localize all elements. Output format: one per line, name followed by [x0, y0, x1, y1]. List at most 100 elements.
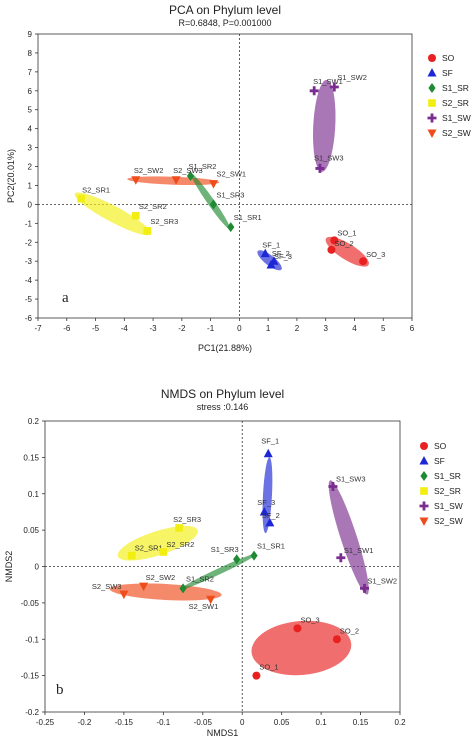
series-s1-sw: S1_SW3 S1_SW1 S1_SW2 — [328, 474, 397, 593]
x-tick-label: -0.1 — [156, 718, 170, 727]
point-label: SF_1 — [262, 241, 280, 250]
chart-title: NMDS on Phylum level — [161, 387, 284, 401]
chart-subtitle: stress :0.146 — [197, 402, 249, 412]
y-tick-label: -0.15 — [21, 672, 40, 681]
x-tick-label: -0.25 — [36, 718, 55, 727]
legend-marker-s2-sw — [427, 129, 437, 138]
data-point-s2-sw2 — [131, 176, 141, 185]
legend-label: S1_SW — [434, 501, 463, 511]
y-tick-label: -6 — [25, 314, 33, 323]
data-point-s1-sw2 — [360, 583, 369, 593]
data-point-sf-2 — [265, 517, 275, 527]
point-label: S2_SR1 — [135, 544, 163, 553]
point-label: S2_SW2 — [134, 166, 164, 175]
group-ellipse-s1-sw — [328, 480, 369, 595]
legend-label: SO — [442, 53, 455, 63]
point-label: S1_SW2 — [337, 73, 367, 82]
y-tick-label: 4 — [28, 125, 33, 134]
plot-frame — [37, 33, 413, 319]
data-point-so-2 — [327, 245, 336, 254]
point-label: S2_SW1 — [189, 602, 219, 611]
data-point-so-3 — [359, 257, 368, 266]
data-point-s1-sw1 — [336, 553, 346, 563]
data-point-s2-sr2 — [159, 548, 168, 556]
point-label: S1_SR1 — [234, 213, 262, 222]
legend-marker-s1-sr — [420, 471, 428, 481]
y-tick-label: 3 — [28, 144, 33, 153]
point-label: SF_2 — [272, 249, 290, 258]
data-point-sf-2 — [269, 256, 279, 265]
data-point-s1-sw2 — [329, 82, 339, 92]
series-s2-sw: S2_SW2 S2_SW3 S2_SW1 — [131, 166, 246, 189]
point-label: S2_SR2 — [166, 540, 194, 549]
data-point-s2-sr3 — [143, 227, 152, 235]
legend-label: SF — [434, 456, 445, 466]
group-ellipse-sf — [262, 457, 273, 534]
legend-marker-sf — [427, 68, 437, 77]
y-tick-label: -3 — [25, 257, 33, 266]
data-point-s2-sw3 — [119, 590, 129, 600]
x-tick-label: -0.15 — [115, 718, 134, 727]
data-point-s1-sw1 — [309, 86, 319, 96]
series-so: SO_1 SO_3 SO_2 — [252, 615, 359, 680]
data-point-s2-sw3 — [171, 176, 181, 185]
y-tick-label: 0.1 — [28, 490, 40, 499]
data-point-sf-3 — [259, 506, 269, 516]
y-tick-label: 0 — [28, 200, 33, 209]
group-ellipse-so — [325, 236, 369, 267]
point-label: S2_SR1 — [82, 186, 110, 195]
point-label: S1_SR3 — [216, 190, 244, 199]
series-so: SO_1 SO_2 SO_3 — [327, 228, 385, 266]
group-ellipse-s1-sr — [180, 553, 257, 590]
x-tick-label: -1 — [207, 324, 215, 333]
point-label: SF_2 — [262, 511, 280, 520]
point-label: S2_SW3 — [92, 582, 122, 591]
data-point-sf-1 — [260, 248, 270, 258]
legend-marker-s1-sw — [419, 501, 429, 511]
group-ellipse-so — [251, 620, 352, 676]
y-tick-label: -2 — [25, 238, 33, 247]
y-tick-label: 9 — [28, 30, 33, 39]
point-label: S1_SW3 — [336, 474, 366, 483]
y-tick-label: 1 — [28, 181, 33, 190]
point-label: S2_SR2 — [139, 202, 167, 211]
data-point-s2-sr1 — [127, 551, 136, 560]
data-point-s2-sr1 — [77, 194, 85, 203]
point-label: S1_SW3 — [314, 153, 344, 162]
series-s1-sr: S1_SR2 S1_SR3 S1_SR1 — [179, 542, 285, 594]
x-axis-label: NMDS1 — [207, 728, 239, 738]
y-axis-label: NMDS2 — [4, 551, 14, 583]
point-label: S1_SR3 — [211, 545, 239, 554]
y-tick-label: 0.2 — [28, 417, 40, 426]
x-tick-label: 2 — [295, 324, 300, 333]
point-label: S1_SR2 — [186, 574, 214, 583]
panel-label: a — [62, 290, 69, 306]
data-point-so-1 — [330, 236, 339, 245]
point-label: S2_SR3 — [173, 515, 201, 524]
data-point-s1-sr3 — [233, 554, 241, 565]
legend-label: S1_SW — [442, 113, 471, 123]
legend-label: S2_SR — [442, 98, 469, 108]
point-label: SO_3 — [300, 615, 319, 624]
x-tick-label: 0.15 — [353, 718, 369, 727]
group-ellipse-s1-sr — [190, 173, 231, 230]
series-sf: SF_1SF_3SF_2 — [260, 241, 292, 269]
legend: SO SF S1_SR S2_SR S1_SW S2_SW — [427, 53, 471, 138]
data-point-s2-sw2 — [139, 582, 149, 592]
group-ellipse-s2-sr — [117, 525, 198, 561]
x-tick-label: 3 — [323, 324, 328, 333]
y-tick-label: 0.15 — [23, 453, 39, 462]
y-tick-label: 0.05 — [23, 526, 39, 535]
point-label: S1_SR2 — [188, 162, 216, 171]
point-label: S2_SW1 — [216, 170, 246, 179]
x-tick-label: 0 — [240, 718, 245, 727]
x-tick-label: -6 — [63, 324, 71, 333]
legend-marker-s1-sr — [428, 83, 436, 93]
x-tick-label: -4 — [121, 324, 129, 333]
series-sf: SF_1SF_3SF_2 — [257, 437, 280, 527]
data-point-s1-sr3 — [209, 199, 218, 210]
legend-label: S1_SR — [442, 83, 469, 93]
x-tick-label: -5 — [92, 324, 100, 333]
